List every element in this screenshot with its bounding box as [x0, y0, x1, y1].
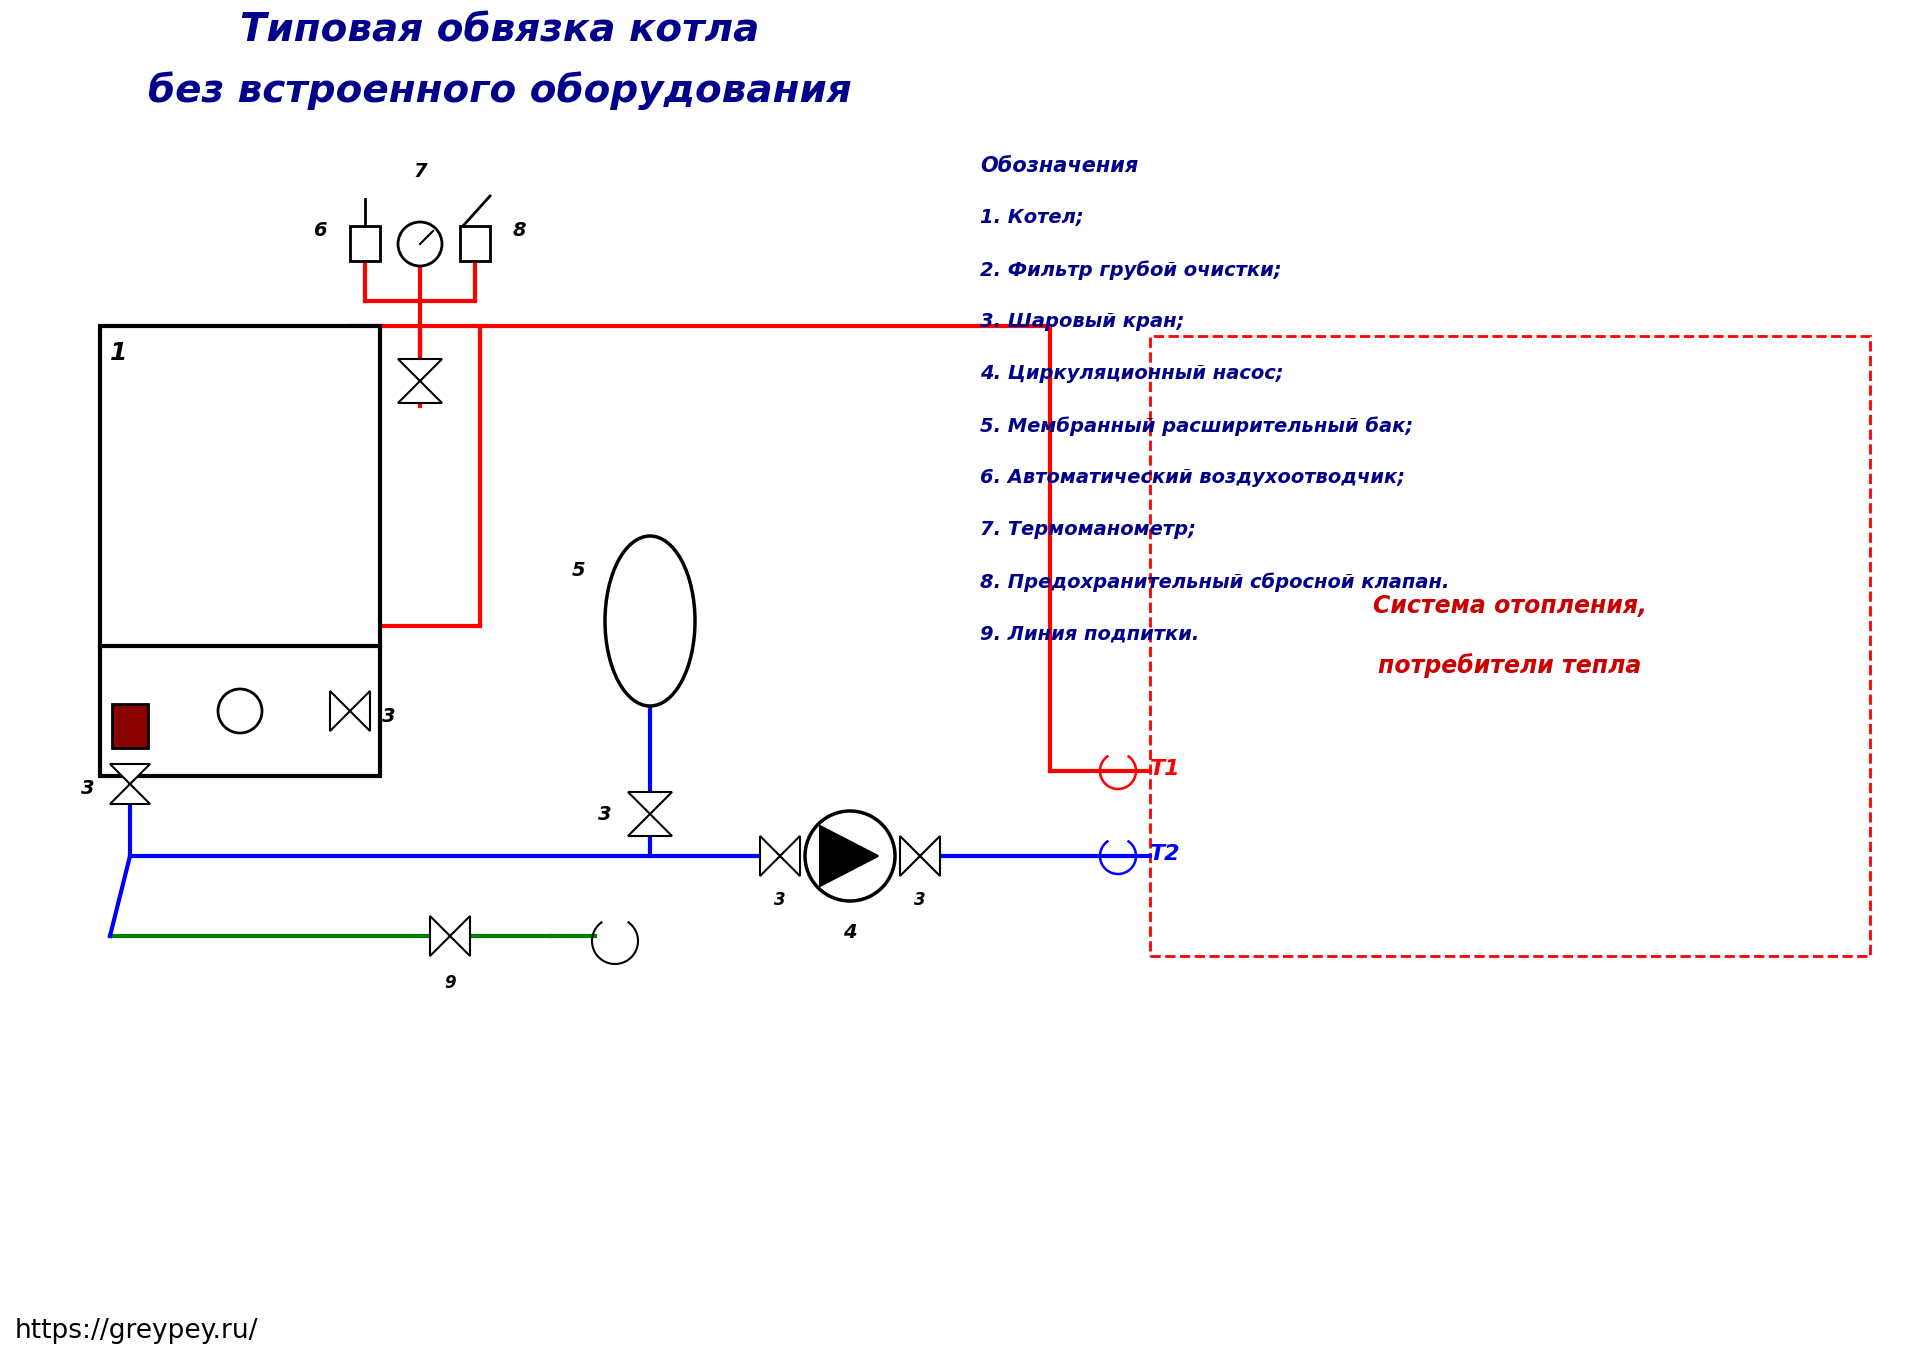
- Text: 2: 2: [157, 712, 171, 731]
- Polygon shape: [399, 381, 441, 403]
- Text: 3: 3: [382, 706, 395, 725]
- Text: 1. Котел;: 1. Котел;: [980, 207, 1084, 226]
- Ellipse shape: [604, 536, 694, 706]
- Text: 9. Линия подпитки.: 9. Линия подпитки.: [980, 624, 1199, 643]
- Bar: [100, 325, 380, 776]
- Polygon shape: [921, 837, 940, 876]
- Text: https://greypey.ru/: https://greypey.ru/: [15, 1318, 259, 1344]
- Text: без встроенного оборудования: без встроенного оборудования: [148, 71, 852, 110]
- Text: потребители тепла: потребители тепла: [1379, 654, 1642, 678]
- Circle shape: [219, 689, 263, 734]
- Text: 3: 3: [775, 891, 786, 909]
- Text: 8: 8: [512, 221, 527, 240]
- Text: 8. Предохранительный сбросной клапан.: 8. Предохранительный сбросной клапан.: [980, 572, 1450, 591]
- Text: 3: 3: [598, 804, 612, 823]
- Text: 4: 4: [844, 923, 857, 942]
- Text: 3: 3: [368, 372, 382, 391]
- Polygon shape: [399, 359, 441, 381]
- Bar: [349, 226, 380, 260]
- Text: T2: T2: [1151, 843, 1181, 864]
- Polygon shape: [627, 814, 671, 837]
- Text: 3: 3: [81, 780, 96, 799]
- Text: 6. Автоматический воздухоотводчик;: 6. Автоматический воздухоотводчик;: [980, 468, 1406, 487]
- Text: Система отопления,: Система отопления,: [1373, 594, 1648, 618]
- Polygon shape: [349, 692, 370, 731]
- Circle shape: [399, 222, 441, 266]
- Polygon shape: [900, 837, 921, 876]
- Text: 2. Фильтр грубой очистки;: 2. Фильтр грубой очистки;: [980, 260, 1281, 279]
- Polygon shape: [760, 837, 781, 876]
- Text: 6: 6: [313, 221, 326, 240]
- Polygon shape: [430, 917, 451, 956]
- Circle shape: [806, 811, 896, 900]
- Polygon shape: [821, 826, 878, 885]
- Bar: [460, 226, 489, 260]
- Text: 3. Шаровый кран;: 3. Шаровый кран;: [980, 312, 1185, 331]
- Text: T1: T1: [1151, 759, 1181, 778]
- Bar: [111, 704, 148, 749]
- Polygon shape: [330, 692, 349, 731]
- Polygon shape: [781, 837, 800, 876]
- Text: 1: 1: [109, 340, 127, 365]
- Text: 7. Термоманометр;: 7. Термоманометр;: [980, 519, 1197, 538]
- Text: 5. Мембранный расширительный бак;: 5. Мембранный расширительный бак;: [980, 416, 1414, 435]
- Text: Обозначения: Обозначения: [980, 156, 1137, 176]
- Text: 5: 5: [572, 561, 585, 580]
- Bar: [1151, 336, 1870, 956]
- Text: 4. Циркуляционный насос;: 4. Циркуляционный насос;: [980, 363, 1283, 382]
- Text: 7: 7: [412, 161, 428, 180]
- Polygon shape: [451, 917, 470, 956]
- Text: Типовая обвязка котла: Типовая обвязка котла: [240, 11, 760, 49]
- Text: 9: 9: [445, 974, 456, 993]
- Text: 3: 3: [915, 891, 926, 909]
- Polygon shape: [627, 792, 671, 814]
- Polygon shape: [109, 763, 150, 784]
- Polygon shape: [109, 784, 150, 804]
